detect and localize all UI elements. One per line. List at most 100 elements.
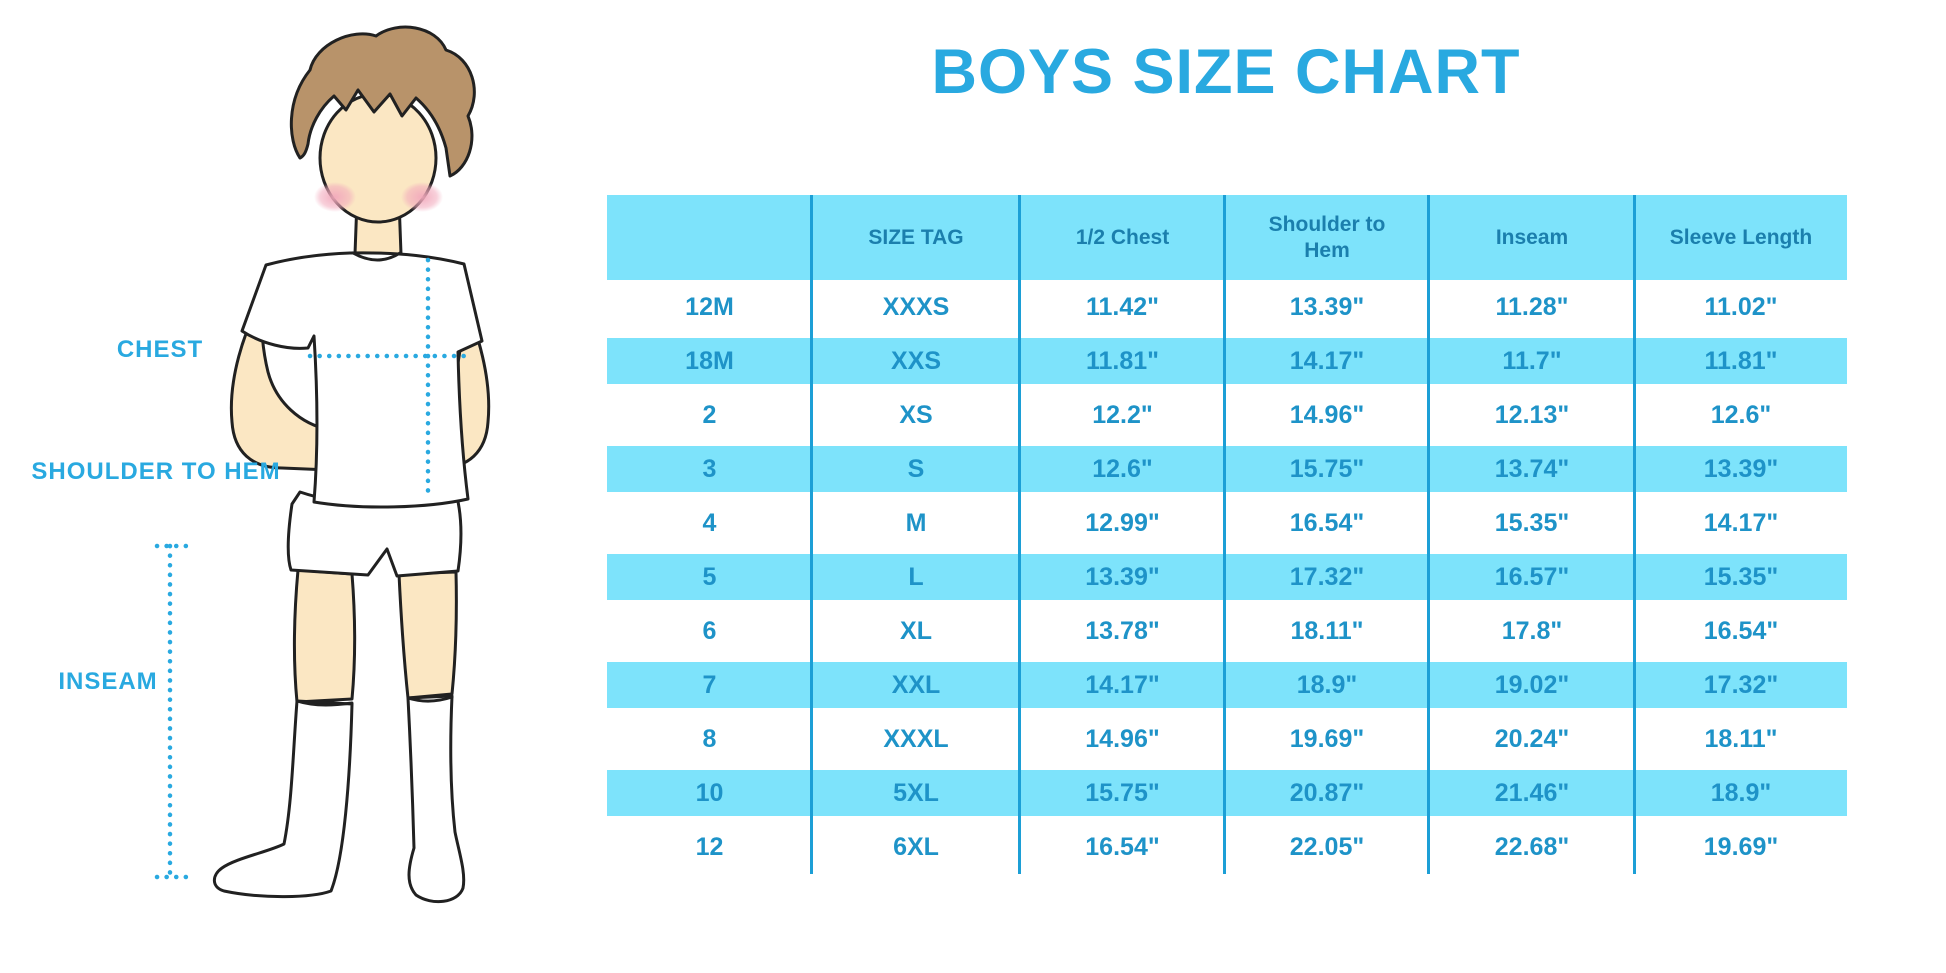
table-cell: 14.17" [1703,508,1779,537]
header-cell-size-tag: SIZE TAG [868,225,964,249]
table-cell: 13.78" [1085,616,1160,645]
table-cell: 18.11" [1704,724,1778,753]
table-cell: 11.02" [1704,292,1778,321]
table-cell: 14.96" [1085,724,1160,753]
shirt-shape [240,251,484,509]
table-cell: 14.96" [1289,400,1365,429]
table-cell: 16.54" [1289,508,1365,537]
column-divider [1633,195,1636,874]
table-cell: 22.68" [1494,832,1570,861]
table-cell: XXXL [883,724,949,753]
table-cell: 14.17" [1289,346,1365,375]
table-cell: XS [899,400,933,429]
table-cell: 15.35" [1494,508,1570,537]
table-cell: 19.69" [1703,832,1779,861]
table-row: 12M XXXS 11.42" 13.39" 11.28" 11.02" [607,280,1847,334]
table-cell: 12.13" [1494,400,1570,429]
table-cell: 16.54" [1703,616,1779,645]
table-cell: 6XL [893,832,939,861]
table-cell: 8 [702,724,717,753]
right-sock-top-line [406,695,454,703]
column-divider [1223,195,1226,874]
table-cell: 16.57" [1494,562,1570,591]
table-cell: 12.99" [1085,508,1160,537]
table-cell: 16.54" [1085,832,1160,861]
table-cell: XL [900,616,932,645]
column-divider [1427,195,1430,874]
table-cell: XXL [891,670,941,699]
left-sock-top-line [295,699,354,707]
column-divider [1018,195,1021,874]
left-thigh-shape [292,568,357,704]
size-table-header-row: SIZE TAG 1/2 Chest Shoulder to Hem Insea… [607,195,1847,280]
size-table: SIZE TAG 1/2 Chest Shoulder to Hem Insea… [607,195,1847,874]
table-cell: 21.46" [1494,778,1570,807]
table-cell: 11.28" [1495,292,1569,321]
inseam-label: INSEAM [58,668,158,695]
table-cell: 11.42" [1085,292,1160,321]
right-cheek [401,182,443,212]
table-row: 7 XXL 14.17" 18.9" 19.02" 17.32" [607,658,1847,712]
table-cell: 11.7" [1502,346,1562,375]
table-cell: 19.02" [1494,670,1570,699]
table-row: 18M XXS 11.81" 14.17" 11.7" 11.81" [607,334,1847,388]
table-cell: 17.8" [1501,616,1563,645]
table-cell: 20.87" [1289,778,1365,807]
header-cell-size [607,195,812,280]
table-cell: 6 [702,616,717,645]
table-cell: 15.75" [1289,454,1365,483]
chest-label: CHEST [116,336,204,363]
table-row: 2 XS 12.2" 14.96" 12.13" 12.6" [607,388,1847,442]
table-cell: 13.39" [1085,562,1160,591]
table-cell: 18M [685,346,734,375]
table-cell: 18.11" [1290,616,1364,645]
table-cell: XXXS [882,292,950,321]
header-cell-inseam: Inseam [1495,225,1569,249]
table-cell: 22.05" [1289,832,1365,861]
right-thigh-shape [397,570,458,700]
hair-shape [289,25,476,178]
table-cell: L [908,562,924,591]
table-cell: 14.17" [1085,670,1160,699]
table-cell: 7 [702,670,717,699]
table-cell: 20.24" [1494,724,1570,753]
header-cell-sleeve-length: Sleeve Length [1669,225,1813,249]
table-cell: 10 [695,778,724,807]
table-cell: 11.81" [1085,346,1160,375]
header-cell-shoulder-to-hem: Shoulder to Hem [1268,213,1386,262]
left-sock-shape [212,699,354,899]
table-cell: 17.32" [1289,562,1365,591]
right-sock-shape [406,694,466,904]
table-cell: 12M [685,292,734,321]
table-cell: 13.74" [1494,454,1570,483]
table-cell: 12 [695,832,724,861]
table-row: 10 5XL 15.75" 20.87" 21.46" 18.9" [607,766,1847,820]
header-cell-half-chest: 1/2 Chest [1075,225,1170,249]
table-cell: 18.9" [1710,778,1772,807]
table-cell: 4 [702,508,717,537]
page-title: BOYS SIZE CHART [931,37,1521,107]
table-cell: 13.39" [1703,454,1779,483]
table-cell: 2 [702,400,717,429]
table-cell: 15.35" [1703,562,1779,591]
left-arm-shape [229,298,332,472]
table-row: 8 XXXL 14.96" 19.69" 20.24" 18.11" [607,712,1847,766]
table-cell: M [905,508,927,537]
table-row: 6 XL 13.78" 18.11" 17.8" 16.54" [607,604,1847,658]
table-row: 5 L 13.39" 17.32" 16.57" 15.35" [607,550,1847,604]
table-cell: 13.39" [1289,292,1365,321]
shoulder-to-hem-label: SHOULDER TO HEM [31,458,281,485]
boy-figure-illustration [154,25,491,904]
left-cheek [314,182,356,212]
table-row: 3 S 12.6" 15.75" 13.74" 13.39" [607,442,1847,496]
table-cell: S [907,454,925,483]
table-cell: 12.6" [1092,454,1153,483]
table-cell: XXS [890,346,942,375]
table-row: 12 6XL 16.54" 22.05" 22.68" 19.69" [607,820,1847,874]
table-cell: 11.81" [1704,346,1778,375]
column-divider [810,195,813,874]
table-cell: 12.6" [1710,400,1772,429]
table-cell: 3 [702,454,717,483]
table-cell: 12.2" [1092,400,1153,429]
